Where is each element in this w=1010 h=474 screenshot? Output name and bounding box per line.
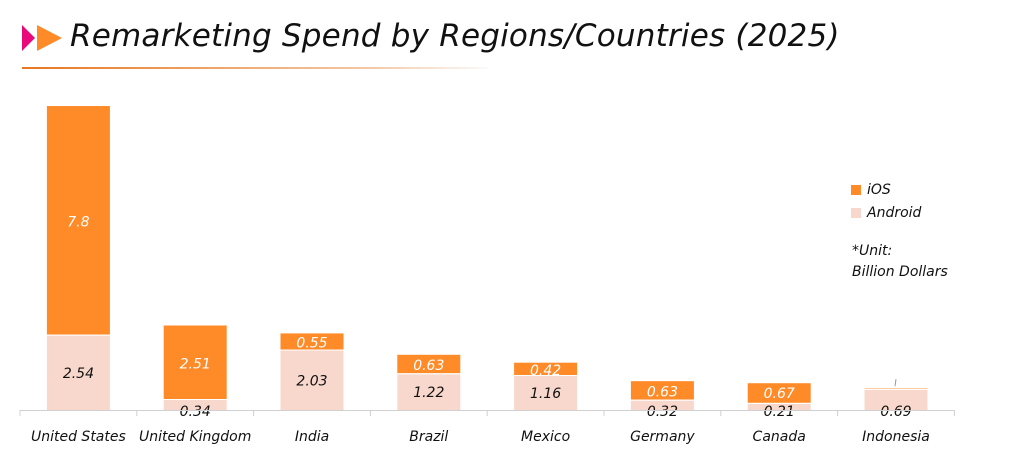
title-underline (22, 67, 488, 69)
data-label-android: 1.16 (530, 386, 561, 402)
bar-ios (864, 388, 928, 389)
chart-title: Remarketing Spend by Regions/Countries (… (70, 18, 840, 54)
data-label-android: 0.21 (764, 404, 795, 420)
data-label-ios: 7.8 (67, 214, 89, 230)
data-label-android: 2.03 (296, 373, 327, 389)
category-label: Indonesia (862, 429, 930, 445)
category-label: United States (31, 429, 126, 445)
category-label: India (295, 429, 329, 445)
bar-android (46, 335, 110, 410)
category-label: Mexico (521, 429, 570, 445)
category-label: Brazil (409, 429, 448, 445)
data-label-leader (894, 379, 897, 387)
bar-ios (514, 362, 578, 376)
category-label: Canada (753, 429, 806, 445)
data-label-ios: 0.55 (296, 335, 327, 351)
data-label-android: 0.34 (180, 404, 211, 420)
bar-ios (630, 381, 694, 400)
bar-ios (163, 325, 227, 400)
bar-ios (280, 333, 344, 350)
legend-label-ios: iOS (867, 181, 891, 198)
data-label-ios: 2.51 (180, 356, 211, 372)
data-label-android: 2.54 (63, 366, 94, 382)
data-label-ios: 0.63 (647, 384, 678, 400)
category-label: United Kingdom (139, 429, 251, 445)
legend-swatch-android (851, 207, 861, 218)
data-label-ios: 0.67 (764, 386, 795, 402)
legend-swatch-ios (851, 184, 861, 195)
data-label-android: 0.32 (647, 404, 678, 420)
unit-annotation: *Unit: Billion Dollars (852, 241, 948, 283)
bar-android (280, 350, 344, 410)
bar-ios (747, 383, 811, 403)
data-label-ios: 0.42 (530, 363, 561, 379)
bar-android (747, 403, 811, 410)
bar-android (864, 389, 928, 410)
data-label-ios: 0.63 (413, 358, 444, 374)
title-icon-wrap (22, 16, 66, 60)
legend: iOS Android (851, 178, 921, 224)
unit-value: Billion Dollars (852, 264, 948, 280)
bar-ios (397, 354, 461, 374)
data-label-android: 0.69 (880, 404, 911, 420)
bar-android (163, 400, 227, 410)
unit-label: *Unit: (852, 243, 893, 259)
legend-item-android: Android (851, 201, 921, 224)
legend-label-android: Android (867, 204, 922, 221)
bar-android (397, 374, 461, 410)
bar-ios (46, 106, 110, 335)
double-play-arrow-icon (22, 25, 62, 51)
category-label: Germany (630, 429, 695, 445)
data-label-android: 1.22 (413, 385, 444, 401)
bar-android (630, 400, 694, 410)
legend-item-ios: iOS (851, 178, 921, 201)
bar-android (514, 376, 578, 410)
